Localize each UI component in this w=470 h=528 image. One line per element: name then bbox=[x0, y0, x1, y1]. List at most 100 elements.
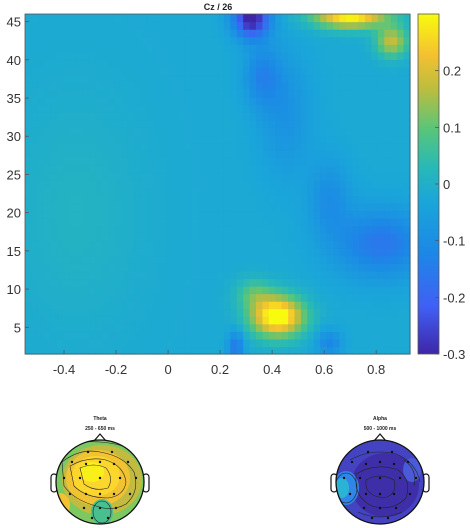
heatmap-cell bbox=[191, 66, 199, 76]
heatmap-cell bbox=[134, 112, 142, 121]
heatmap-cell bbox=[256, 331, 264, 340]
heatmap-cell bbox=[243, 142, 251, 151]
heatmap-cell bbox=[223, 36, 231, 45]
heatmap-cell bbox=[230, 301, 238, 310]
heatmap-cell bbox=[403, 97, 411, 106]
heatmap-cell bbox=[134, 308, 142, 317]
heatmap-cell bbox=[82, 59, 90, 68]
heatmap-cell bbox=[217, 36, 225, 45]
heatmap-cell bbox=[281, 172, 289, 181]
heatmap-cell bbox=[345, 255, 353, 264]
heatmap-cell bbox=[256, 210, 264, 219]
heatmap-cell bbox=[230, 195, 238, 204]
heatmap-cell bbox=[243, 225, 251, 234]
heatmap-cell bbox=[345, 210, 353, 219]
heatmap-cell bbox=[268, 44, 276, 53]
heatmap-cell bbox=[76, 293, 84, 302]
heatmap-cell bbox=[198, 293, 206, 302]
heatmap-cell bbox=[307, 210, 315, 219]
heatmap-cell bbox=[57, 29, 65, 38]
heatmap-cell bbox=[288, 210, 296, 219]
heatmap-cell bbox=[172, 97, 180, 106]
heatmap-cell bbox=[371, 51, 379, 60]
heatmap-cell bbox=[313, 233, 321, 242]
heatmap-cell bbox=[243, 278, 251, 287]
heatmap-cell bbox=[159, 316, 167, 325]
heatmap-cell bbox=[384, 51, 392, 60]
heatmap-cell bbox=[166, 286, 174, 295]
heatmap-cell bbox=[114, 225, 122, 234]
heatmap-cell bbox=[179, 44, 187, 53]
heatmap-cell bbox=[76, 316, 84, 325]
heatmap-cell bbox=[166, 142, 174, 151]
heatmap-cell bbox=[249, 323, 257, 332]
heatmap-cell bbox=[166, 323, 174, 332]
heatmap-cell bbox=[172, 255, 180, 264]
heatmap-cell bbox=[191, 263, 199, 272]
heatmap-cell bbox=[57, 195, 65, 204]
heatmap-cell bbox=[211, 104, 219, 113]
heatmap-cell bbox=[134, 44, 142, 53]
heatmap-cell bbox=[146, 286, 154, 295]
heatmap-cell bbox=[281, 346, 289, 355]
heatmap-cell bbox=[236, 127, 244, 136]
heatmap-cell bbox=[275, 255, 283, 264]
heatmap-cell bbox=[153, 97, 161, 106]
heatmap-cell bbox=[121, 301, 129, 310]
heatmap-cell bbox=[153, 165, 161, 174]
heatmap-cell bbox=[377, 233, 385, 242]
heatmap-cell bbox=[288, 301, 296, 310]
heatmap-cell bbox=[288, 233, 296, 242]
heatmap-cell bbox=[57, 134, 65, 144]
heatmap-cell bbox=[185, 97, 193, 106]
heatmap-cell bbox=[127, 82, 135, 91]
heatmap-cell bbox=[134, 210, 142, 219]
heatmap-cell bbox=[89, 255, 97, 264]
heatmap-cell bbox=[403, 316, 411, 325]
heatmap-cell bbox=[185, 134, 193, 144]
heatmap-cell bbox=[179, 248, 187, 257]
topoplot-alpha-map bbox=[336, 440, 424, 524]
heatmap-cell bbox=[313, 89, 321, 98]
heatmap-cell bbox=[114, 66, 122, 76]
heatmap-cell bbox=[82, 150, 90, 159]
heatmap-cell bbox=[108, 346, 116, 355]
heatmap-cell bbox=[223, 59, 231, 68]
heatmap-cell bbox=[191, 14, 199, 23]
heatmap-cell bbox=[300, 286, 308, 295]
heatmap-cell bbox=[76, 14, 84, 23]
heatmap-cell bbox=[326, 89, 334, 98]
heatmap-cell bbox=[217, 293, 225, 302]
heatmap-cell bbox=[31, 36, 39, 45]
heatmap-cell bbox=[76, 165, 84, 174]
heatmap-cell bbox=[300, 157, 308, 166]
heatmap-cell bbox=[82, 293, 90, 302]
heatmap-cell bbox=[114, 210, 122, 219]
heatmap-cell bbox=[403, 150, 411, 159]
heatmap-cell bbox=[179, 323, 187, 332]
heatmap-cell bbox=[198, 127, 206, 136]
heatmap-cell bbox=[268, 248, 276, 257]
heatmap-cell bbox=[223, 187, 231, 196]
heatmap-cell bbox=[275, 142, 283, 151]
heatmap-cell bbox=[185, 270, 193, 280]
heatmap-cell bbox=[352, 202, 360, 212]
heatmap-cell bbox=[358, 301, 366, 310]
heatmap-cell bbox=[403, 44, 411, 53]
heatmap-cell bbox=[211, 293, 219, 302]
heatmap-cell bbox=[371, 142, 379, 151]
heatmap-cell bbox=[31, 66, 39, 76]
heatmap-cell bbox=[127, 308, 135, 317]
heatmap-cell bbox=[294, 270, 302, 280]
heatmap-cell bbox=[256, 286, 264, 295]
heatmap-cell bbox=[300, 29, 308, 38]
heatmap-cell bbox=[320, 301, 328, 310]
heatmap-cell bbox=[262, 29, 270, 38]
heatmap-cell bbox=[44, 180, 52, 189]
heatmap-cell bbox=[211, 202, 219, 212]
heatmap-cell bbox=[44, 331, 52, 340]
heatmap-cell bbox=[50, 82, 58, 91]
heatmap-cell bbox=[108, 255, 116, 264]
heatmap-cell bbox=[204, 263, 212, 272]
heatmap-cell bbox=[57, 270, 65, 280]
